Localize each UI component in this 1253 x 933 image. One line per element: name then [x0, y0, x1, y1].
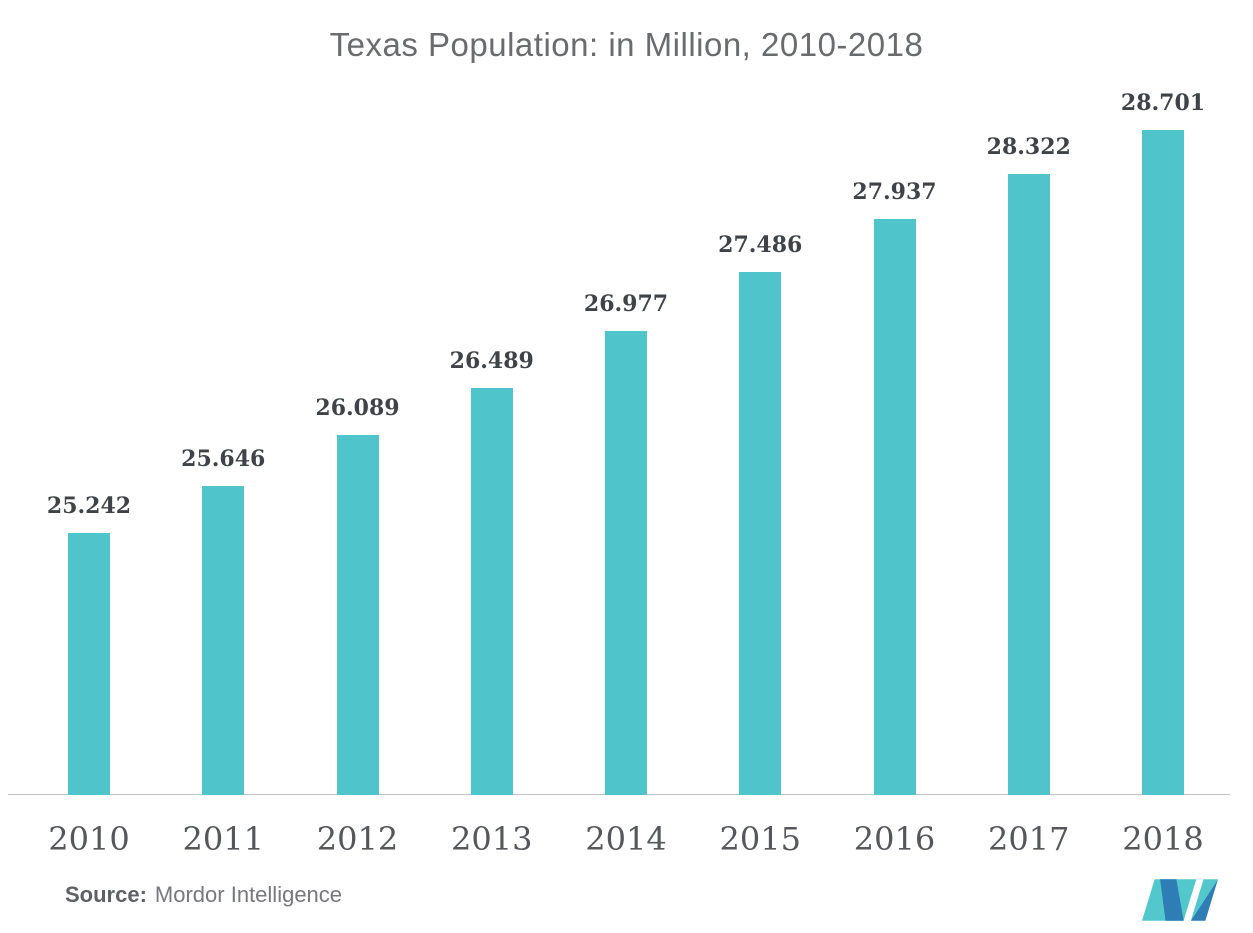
chart-title: Texas Population: in Million, 2010-2018: [329, 26, 924, 63]
mordor-intelligence-logo: [1142, 879, 1218, 921]
bar-2017: [1007, 174, 1050, 795]
x-axis-label-2011: 2011: [182, 820, 264, 858]
bar-value-label-2013: 26.489: [449, 348, 534, 374]
x-axis-label-2016: 2016: [853, 820, 936, 858]
x-axis-label-2014: 2014: [585, 820, 667, 858]
x-axis-label-2012: 2012: [316, 820, 399, 858]
bar-value-label-2018: 28.701: [1120, 90, 1206, 116]
bar-value-label-2017: 28.322: [986, 134, 1071, 160]
bar-2010: [68, 533, 110, 795]
bar-2012: [336, 435, 379, 795]
bar-2011: [202, 486, 245, 795]
source-label: Source:: [65, 882, 147, 907]
x-axis-label-2017: 2017: [988, 820, 1070, 858]
source-note: Source: Mordor Intelligence: [65, 882, 342, 908]
bar-value-label-2014: 26.977: [583, 291, 669, 317]
x-axis-label-2013: 2013: [451, 820, 533, 858]
x-axis-label-2018: 2018: [1122, 820, 1204, 858]
bar-value-label-2016: 27.937: [852, 179, 937, 205]
plot-area: 25.242 25.646 26.089 26.489 26.977 27.486 27.9…: [8, 90, 1230, 795]
bar-value-label-2012: 26.089: [315, 395, 400, 421]
bar-2014: [605, 331, 647, 795]
source-value: Mordor Intelligence: [154, 882, 343, 907]
x-axis-label-2010: 2010: [48, 820, 130, 858]
x-axis-label-2015: 2015: [719, 820, 801, 858]
logo-m-diagonal: [1160, 879, 1184, 921]
bar-value-label-2010: 25.242: [46, 493, 132, 519]
bar-2015: [739, 272, 782, 795]
bar-value-label-2015: 27.486: [718, 232, 803, 258]
bar-2013: [470, 388, 513, 795]
bar-2016: [873, 219, 916, 795]
logo-i-top-triangle: [1190, 879, 1218, 921]
bar-value-label-2011: 25.646: [181, 446, 266, 472]
bar-2018: [1142, 130, 1184, 795]
